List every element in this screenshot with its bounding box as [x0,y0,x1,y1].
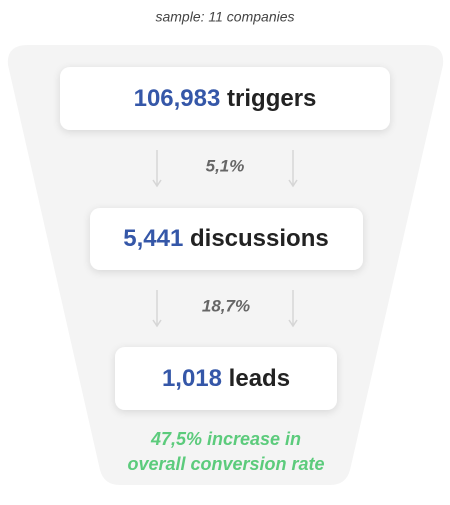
arrow [288,150,298,188]
stage-value: 1,018 [162,365,222,392]
stage-label: leads [229,365,290,392]
subtitle: sample: 11 companies [155,9,294,25]
conversion-rate: 18,7% [202,296,250,315]
stage-label: discussions [190,225,329,252]
stage-text: 5,441 discussions [123,225,328,252]
arrow [152,290,162,328]
note: overall conversion rate [127,454,324,474]
stage-value: 5,441 [123,225,183,252]
stage-box [90,208,363,270]
stage-label: triggers [227,85,316,112]
stage-text: 106,983 triggers [134,85,317,112]
conversion-rate: 5,1% [206,156,245,175]
arrow [288,290,298,328]
stage-box [60,67,390,130]
stage-text: 1,018 leads [162,365,290,392]
stage-value: 106,983 [134,85,221,112]
arrow [152,150,162,188]
note: 47,5% increase in [150,429,301,449]
stage-box [115,347,337,410]
